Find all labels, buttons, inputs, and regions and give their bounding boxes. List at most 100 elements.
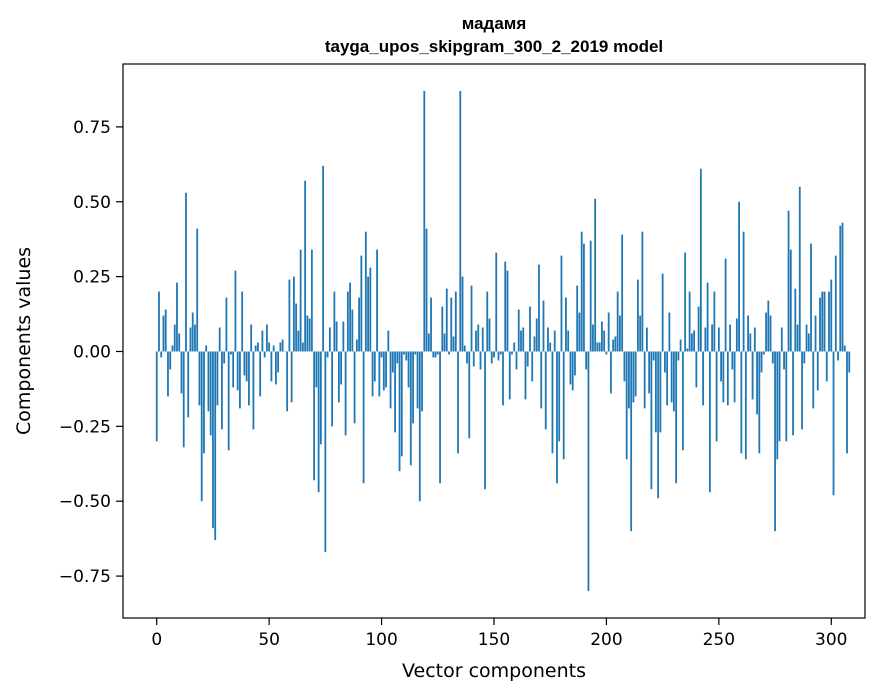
bar-component-224: [659, 351, 662, 433]
bar-component-202: [610, 351, 612, 394]
bar-component-170: [538, 264, 540, 352]
bar-component-111: [405, 351, 408, 361]
bar-component-105: [391, 351, 394, 373]
bar-component-295: [819, 297, 821, 352]
bar-component-83: [342, 321, 345, 352]
bar-component-50: [268, 342, 271, 352]
bar-component-51: [270, 351, 273, 382]
bar-component-32: [227, 351, 230, 451]
bar-component-220: [650, 351, 653, 490]
y-tick-label: −0.50: [59, 492, 111, 512]
bar-component-12: [182, 351, 185, 448]
bar-component-207: [621, 234, 624, 352]
bar-component-297: [823, 291, 826, 352]
bar-component-3: [162, 315, 165, 352]
bar-component-270: [762, 351, 765, 355]
bar-component-41: [248, 351, 250, 406]
bar-component-29: [221, 351, 223, 430]
bar-component-110: [403, 351, 405, 355]
bar-component-6: [169, 351, 172, 370]
bar-component-201: [607, 312, 610, 352]
bar-component-254: [726, 351, 729, 406]
bar-component-272: [767, 300, 770, 352]
bar-component-9: [176, 282, 178, 352]
bar-component-140: [470, 285, 473, 352]
bar-component-211: [630, 351, 633, 532]
bar-component-119: [423, 90, 426, 352]
bar-component-127: [441, 306, 444, 352]
bar-component-137: [463, 345, 466, 352]
bar-component-63: [297, 330, 300, 352]
bar-component-123: [432, 351, 435, 358]
bar-component-21: [203, 351, 205, 454]
bar-component-94: [367, 276, 369, 352]
bar-component-4: [164, 309, 167, 352]
bar-component-289: [805, 324, 808, 352]
bar-component-148: [488, 318, 491, 352]
bar-component-132: [452, 336, 455, 352]
bar-component-91: [360, 255, 363, 352]
bar-component-2: [160, 351, 163, 358]
bar-component-147: [486, 291, 489, 352]
bar-component-71: [315, 351, 318, 388]
bar-component-172: [542, 300, 545, 352]
bar-component-60: [290, 351, 293, 403]
bar-component-131: [450, 297, 453, 352]
bar-component-128: [443, 333, 446, 352]
x-tick-label: 200: [590, 630, 622, 650]
bar-component-152: [497, 351, 500, 361]
bar-component-178: [556, 351, 558, 484]
y-tick-label: 0.25: [73, 268, 111, 288]
bar-component-82: [340, 351, 342, 385]
bar-component-11: [180, 351, 183, 394]
bar-component-116: [416, 351, 419, 409]
bar-component-304: [839, 225, 842, 352]
bar-component-169: [535, 318, 538, 352]
bar-component-277: [778, 351, 781, 442]
bar-component-141: [472, 351, 475, 367]
bar-component-99: [378, 351, 381, 397]
bar-component-35: [234, 270, 237, 352]
bar-component-189: [580, 231, 583, 352]
bar-component-290: [807, 333, 810, 352]
bar-component-121: [427, 333, 430, 352]
bar-component-93: [364, 231, 367, 352]
bar-component-81: [337, 351, 340, 403]
bar-component-271: [765, 312, 767, 352]
bar-component-75: [324, 351, 327, 553]
bar-component-39: [243, 351, 246, 376]
bar-component-197: [598, 342, 601, 352]
bar-component-124: [434, 351, 437, 358]
bar-component-252: [722, 351, 725, 403]
bar-component-205: [616, 291, 619, 352]
bar-component-281: [787, 210, 790, 352]
bar-component-305: [841, 222, 844, 352]
x-axis: 0 50 100 150 200 250 300: [151, 618, 847, 650]
bar-component-279: [783, 351, 785, 370]
bar-component-221: [652, 351, 655, 361]
bar-component-187: [576, 285, 579, 352]
bar-component-42: [250, 324, 253, 352]
bar-component-296: [821, 291, 824, 352]
bar-component-199: [603, 330, 606, 352]
bar-component-240: [695, 351, 698, 388]
bar-component-112: [407, 351, 410, 388]
y-axis-label: Components values: [13, 247, 35, 435]
x-tick-label: 150: [478, 630, 510, 650]
plot-frame: [122, 63, 866, 619]
bar-component-135: [459, 90, 462, 352]
chart-subtitle: tayga_upos_skipgram_300_2_2019 model: [325, 37, 663, 56]
bar-component-101: [382, 351, 385, 391]
bar-component-308: [848, 351, 851, 373]
bar-component-98: [376, 249, 378, 352]
bar-component-79: [333, 291, 336, 352]
bar-component-282: [789, 249, 792, 352]
bar-component-17: [194, 324, 196, 352]
bar-component-143: [477, 324, 480, 352]
bar-component-232: [677, 351, 680, 361]
bar-component-269: [760, 351, 763, 373]
bar-component-134: [457, 351, 459, 454]
bar-component-218: [646, 327, 648, 352]
bar-component-214: [637, 279, 639, 352]
bar-component-166: [529, 306, 531, 352]
